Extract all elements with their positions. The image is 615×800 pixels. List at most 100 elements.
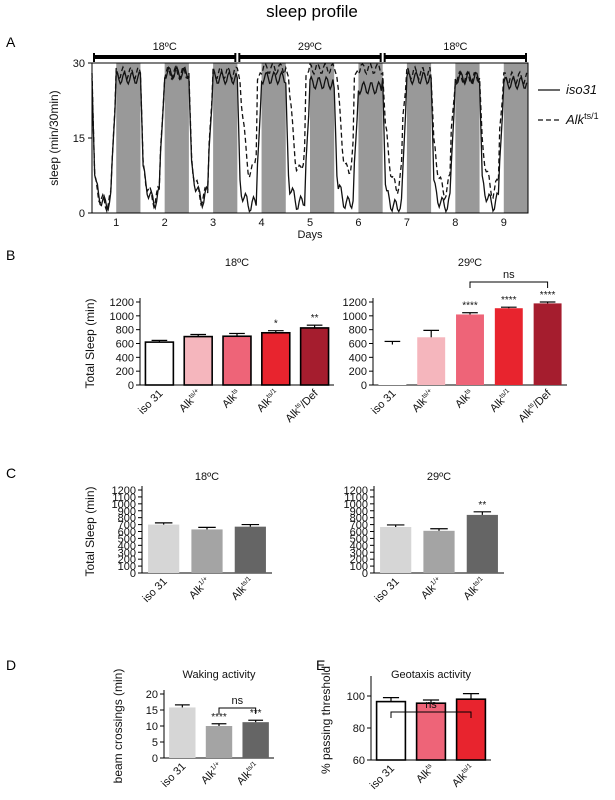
y-axis-label: beam crossings (min) (111, 669, 125, 784)
y-tick-label: 1000 (343, 311, 367, 323)
bar (261, 331, 291, 386)
category-label-sup: ts (527, 401, 536, 410)
bracket-label: ns (425, 699, 437, 711)
y-tick-label: 1200 (343, 297, 367, 309)
category-label: Alkts/1 (234, 760, 261, 787)
x-tick-label: 6 (355, 217, 361, 229)
chart-title: 29ºC (458, 257, 482, 269)
category-label: Alkts/+ (177, 387, 204, 414)
y-tick-label: 100 (118, 561, 136, 573)
bar (205, 726, 233, 758)
bar (533, 303, 562, 385)
y-tick-label: 10 (146, 721, 158, 733)
category-label: iso 31 (141, 576, 170, 605)
y-tick-label: 900 (350, 506, 368, 518)
significance-marker: **** (211, 712, 227, 723)
y-tick-label: 500 (118, 533, 136, 545)
y-tick-label: 400 (118, 540, 136, 552)
category-label-sup: ts (464, 387, 473, 396)
x-tick-label: 7 (404, 217, 410, 229)
x-tick-label: 3 (210, 217, 216, 229)
night-shading (261, 63, 286, 213)
y-tick-label: 300 (350, 547, 368, 559)
category-label: Alkts/Def (283, 387, 321, 425)
category-label-base: iso 31 (368, 763, 397, 792)
y-tick-label: 300 (118, 547, 136, 559)
y-axis-label: % passing threshold (319, 666, 333, 774)
x-tick-label: 4 (258, 217, 264, 229)
legend-label: iso31 (566, 82, 597, 97)
y-tick-label: 600 (349, 339, 367, 351)
category-label-sup: ts/1 (240, 575, 253, 588)
y-axis-label: Total Sleep (min) (83, 486, 97, 576)
chart-title: 18ºC (225, 257, 249, 269)
y-tick-label: 800 (118, 513, 136, 525)
night-shading (164, 63, 189, 213)
y-tick-label: 0 (128, 380, 134, 392)
category-label-sup: ts (425, 762, 434, 771)
night-shading (358, 63, 383, 213)
bracket-label: ns (503, 269, 515, 281)
bar (415, 702, 447, 761)
significance-marker: **** (501, 295, 517, 306)
temperature-band-label: 18ºC (443, 41, 467, 53)
x-tick-label: 1 (113, 217, 119, 229)
bar (494, 308, 523, 385)
y-tick-label: 100 (350, 561, 368, 573)
x-tick-label: 9 (501, 217, 507, 229)
x-tick-label: 5 (307, 217, 313, 229)
panel-letter-a: A (6, 34, 16, 50)
y-tick-label: 1200 (112, 485, 136, 497)
bar (423, 530, 455, 573)
category-label: iso 31 (369, 388, 398, 417)
y-tick-label: 0 (79, 208, 85, 220)
y-tick-label: 1000 (344, 499, 368, 511)
category-label-sup: ts/1 (472, 575, 485, 588)
significance-marker: * (274, 319, 278, 330)
legend-label-sup: ts/1 (584, 111, 599, 121)
bar (169, 707, 196, 758)
y-tick-label: 200 (349, 366, 367, 378)
bar (191, 529, 223, 573)
bar (455, 698, 487, 761)
y-tick-label: 100 (347, 691, 365, 703)
chart-title: 18ºC (195, 471, 219, 483)
y-tick-label: 600 (116, 339, 134, 351)
x-axis-label: Days (297, 229, 323, 241)
y-tick-label: 1200 (344, 485, 368, 497)
category-label-sup: ts (231, 387, 240, 396)
x-tick-label: 2 (162, 217, 168, 229)
y-tick-label: 700 (118, 520, 136, 532)
category-label: Alk1/+ (199, 760, 225, 786)
category-label-sup: ts/+ (421, 387, 434, 400)
category-label-base: iso 31 (141, 576, 170, 605)
bar (378, 344, 407, 385)
y-tick-label: 200 (118, 554, 136, 566)
bar (466, 514, 498, 573)
category-label-sup: ts/1 (498, 387, 511, 400)
bracket-label: ns (232, 695, 244, 707)
y-tick-label: 400 (350, 540, 368, 552)
y-tick-label: 0 (130, 568, 136, 580)
category-label-sup: 1/+ (210, 760, 222, 772)
category-label: Alkts (220, 387, 244, 411)
y-tick-label: 30 (73, 58, 85, 70)
bar (144, 341, 175, 386)
category-label: iso 31 (136, 388, 165, 417)
significance-marker: **** (462, 301, 478, 312)
series-line (91, 62, 528, 214)
category-label: Alkts/Def (516, 387, 554, 425)
chart-title: 29ºC (427, 471, 451, 483)
y-tick-label: 600 (350, 527, 368, 539)
category-label-base: iso 31 (136, 388, 165, 417)
y-tick-label: 800 (116, 325, 134, 337)
panel-letter-d: D (6, 657, 16, 673)
y-axis-label: Total Sleep (min) (83, 298, 97, 388)
chart-title: Geotaxis activity (391, 669, 472, 681)
category-label: Alkts/1 (229, 575, 256, 602)
y-tick-label: 800 (349, 325, 367, 337)
panel-letter-e: E (316, 657, 325, 673)
category-label-base: iso 31 (369, 388, 398, 417)
y-axis-label: sleep (min/30min) (47, 90, 61, 185)
